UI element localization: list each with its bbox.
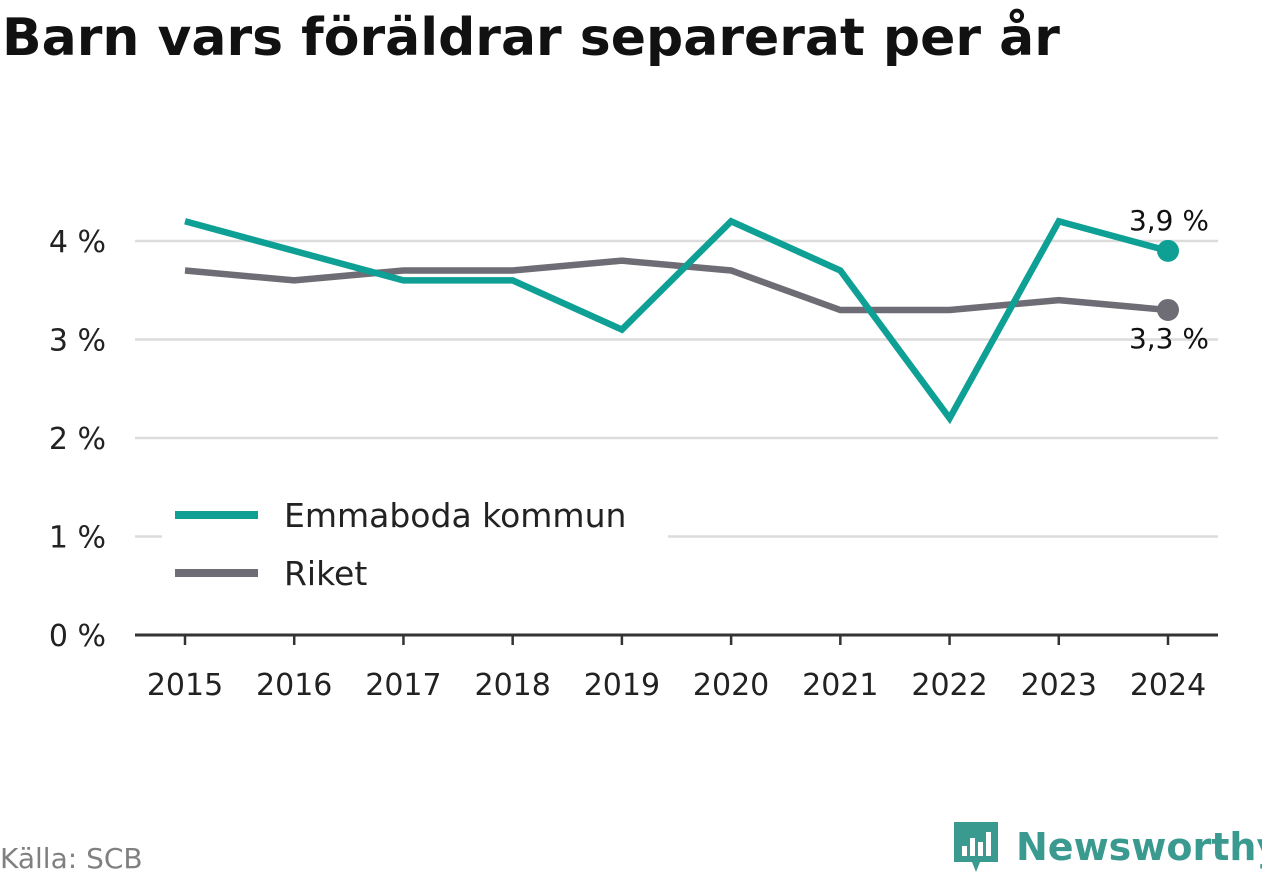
series-end-point — [1157, 239, 1179, 262]
y-tick-label: 1 % — [49, 521, 106, 556]
y-tick-label: 3 % — [49, 324, 106, 359]
legend-background — [162, 488, 668, 606]
x-tick-label: 2024 — [1130, 668, 1206, 703]
legend-label: Emmaboda kommun — [284, 496, 626, 535]
x-tick-label: 2016 — [256, 668, 332, 703]
x-axis-tick-labels: 2015 2016 2017 2018 2019 2020 2021 2022 2023 2024 — [147, 668, 1206, 703]
end-value-label: 3,3 % — [1129, 322, 1209, 355]
x-tick-label: 2015 — [147, 668, 223, 703]
end-labels: 3,9 % 3,3 % — [1129, 204, 1209, 355]
source-note: Källa: SCB — [0, 842, 143, 875]
x-tick-label: 2017 — [365, 668, 441, 703]
x-axis — [135, 633, 1218, 645]
x-tick-label: 2021 — [802, 668, 878, 703]
legend-label: Riket — [284, 554, 367, 593]
x-tick-label: 2023 — [1021, 668, 1097, 703]
y-axis-tick-labels: 0 % 1 % 2 % 3 % 4 % — [49, 225, 106, 654]
x-tick-label: 2019 — [584, 668, 660, 703]
page-title: Barn vars föräldrar separerat per år — [2, 8, 1060, 68]
legend: Emmaboda kommun Riket — [162, 488, 668, 606]
brand-name: Newsworthy — [1016, 825, 1262, 869]
y-tick-label: 2 % — [49, 422, 106, 457]
y-tick-label: 0 % — [49, 619, 106, 654]
x-tick-label: 2020 — [693, 668, 769, 703]
series-end-point — [1157, 298, 1179, 321]
series-lines — [184, 217, 1179, 425]
y-tick-label: 4 % — [49, 225, 106, 260]
x-tick-label: 2018 — [474, 668, 550, 703]
series-line — [184, 257, 1169, 314]
x-tick-label: 2022 — [911, 668, 987, 703]
brand: Newsworthy — [950, 818, 1262, 876]
end-value-label: 3,9 % — [1129, 204, 1209, 237]
newsworthy-logo-icon — [954, 822, 998, 872]
series-line — [184, 217, 1169, 425]
